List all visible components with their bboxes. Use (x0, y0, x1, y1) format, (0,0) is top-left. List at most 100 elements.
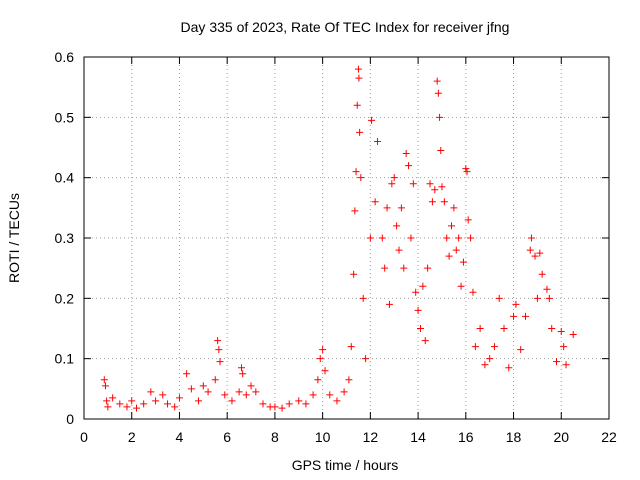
data-point (204, 388, 212, 396)
data-point (536, 249, 544, 257)
x-tick-label: 14 (410, 429, 426, 445)
data-point (285, 400, 293, 408)
data-point (431, 186, 439, 194)
data-point (345, 376, 353, 384)
data-point (526, 246, 534, 254)
data-point (464, 216, 472, 224)
data-point (438, 183, 446, 191)
x-axis-label: GPS time / hours (292, 457, 399, 473)
data-point (476, 325, 484, 332)
data-point (383, 204, 391, 212)
y-tick-label: 0.6 (55, 49, 75, 65)
data-point (562, 361, 570, 369)
data-point (199, 382, 207, 390)
data-point (490, 343, 498, 351)
data-point (314, 376, 322, 384)
data-point (505, 364, 513, 372)
data-point (354, 65, 362, 73)
x-tick-label: 12 (363, 429, 379, 445)
data-point (319, 346, 327, 354)
data-point (195, 397, 203, 405)
data-point (211, 376, 219, 384)
data-point (436, 113, 444, 121)
data-point (467, 234, 475, 242)
data-point (440, 198, 448, 206)
data-point (123, 403, 131, 411)
data-point (347, 343, 355, 351)
data-point (221, 391, 229, 399)
data-point (517, 346, 525, 354)
data-point (378, 234, 386, 242)
data-point (409, 180, 417, 188)
data-point (527, 234, 535, 242)
data-point (512, 300, 520, 308)
data-point (412, 288, 420, 296)
data-point (295, 397, 303, 405)
data-point (433, 77, 441, 85)
data-point (397, 204, 405, 212)
data-point (393, 222, 401, 230)
data-point (351, 207, 359, 215)
data-point (152, 397, 160, 405)
data-point (495, 294, 503, 302)
data-point (457, 282, 465, 290)
x-tick-label: 6 (223, 429, 231, 445)
data-point (533, 294, 541, 302)
data-point (531, 252, 539, 260)
data-point (164, 400, 172, 408)
data-point (103, 397, 111, 405)
data-point (543, 285, 551, 293)
data-point (171, 403, 179, 411)
data-point (455, 234, 463, 242)
data-point (359, 294, 367, 302)
grid-lines (84, 57, 609, 419)
y-tick-label: 0.3 (55, 230, 75, 246)
data-point (238, 364, 245, 372)
data-point (104, 403, 112, 411)
x-tick-label: 22 (601, 429, 617, 445)
data-point (452, 246, 460, 254)
data-point (500, 325, 508, 332)
data-point (545, 294, 553, 302)
x-tick-label: 0 (80, 429, 88, 445)
data-point (175, 394, 183, 402)
x-tick-label: 4 (176, 429, 184, 445)
data-point (100, 376, 108, 384)
data-point (407, 234, 415, 242)
y-tick-label: 0 (66, 411, 74, 427)
data-point (101, 382, 109, 390)
data-point (434, 89, 442, 97)
data-point (437, 147, 445, 155)
y-tick-label: 0.2 (55, 290, 75, 306)
data-point (462, 165, 470, 173)
data-point (445, 252, 453, 260)
data-point (252, 388, 260, 396)
data-point (521, 312, 529, 320)
data-point (183, 370, 191, 378)
data-point (424, 264, 432, 272)
data-point (414, 306, 422, 314)
data-point (419, 282, 427, 290)
x-tick-label: 8 (271, 429, 279, 445)
y-axis-ticks: 0 0.1 0.2 0.3 0.4 0.5 0.6 (55, 49, 609, 427)
data-point (278, 404, 286, 412)
data-point (405, 162, 413, 170)
data-point (302, 400, 310, 408)
data-point (448, 222, 455, 230)
data-point (481, 361, 489, 369)
data-point (235, 388, 243, 396)
data-point (350, 270, 358, 278)
data-point (548, 325, 556, 332)
y-axis-label: ROTI / TECUs (6, 193, 22, 283)
data-point (381, 264, 389, 272)
data-point (159, 391, 167, 399)
data-point (371, 198, 379, 206)
x-tick-label: 2 (128, 429, 136, 445)
data-point (242, 391, 250, 399)
data-point (428, 198, 436, 206)
data-point (316, 355, 324, 363)
x-axis-ticks: 0 2 4 6 8 10 12 14 16 18 20 22 (80, 57, 617, 445)
data-point (402, 150, 410, 158)
data-point (374, 137, 382, 145)
